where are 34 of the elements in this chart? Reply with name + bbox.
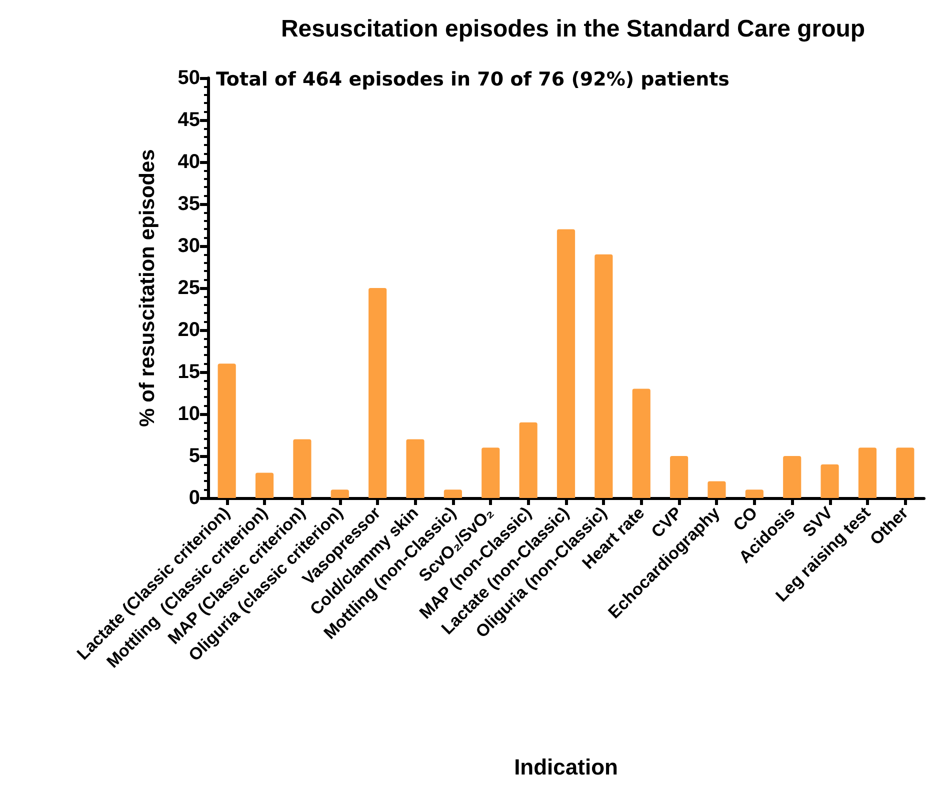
bar — [556, 229, 576, 498]
bar — [218, 364, 236, 498]
bar — [783, 456, 802, 498]
y-tick-label: 20 — [178, 319, 200, 341]
y-tick-label: 15 — [178, 361, 200, 383]
bar — [255, 472, 274, 498]
bar — [406, 439, 424, 498]
y-tick-label: 40 — [178, 151, 200, 173]
chart-title: Resuscitation episodes in the Standard Care group — [280, 16, 866, 42]
y-tick-label: 50 — [178, 67, 200, 89]
bar — [330, 490, 349, 498]
bar — [745, 490, 764, 498]
y-tick-label: 5 — [188, 445, 200, 467]
bar — [670, 456, 688, 498]
bar — [368, 288, 387, 498]
bar — [519, 422, 538, 498]
y-tick-label: 30 — [178, 235, 200, 257]
bar — [482, 448, 500, 498]
bar — [896, 448, 914, 498]
bar — [632, 388, 650, 498]
bar — [708, 481, 726, 498]
annotation: Total of 464 episodes in 70 of 76 (92%) patients — [216, 68, 730, 90]
y-tick-label: 0 — [188, 487, 200, 509]
bar — [444, 490, 462, 498]
bar — [594, 254, 613, 498]
y-tick-label: 10 — [178, 403, 200, 425]
y-axis-title: % of resuscitation episodes — [136, 149, 159, 427]
y-tick-label: 45 — [178, 109, 200, 131]
bar — [293, 439, 312, 498]
bar — [858, 448, 877, 498]
x-axis-title: Indication — [514, 754, 618, 780]
y-tick-label: 25 — [178, 277, 200, 299]
y-tick-label: 35 — [178, 193, 200, 215]
bar — [820, 464, 839, 498]
